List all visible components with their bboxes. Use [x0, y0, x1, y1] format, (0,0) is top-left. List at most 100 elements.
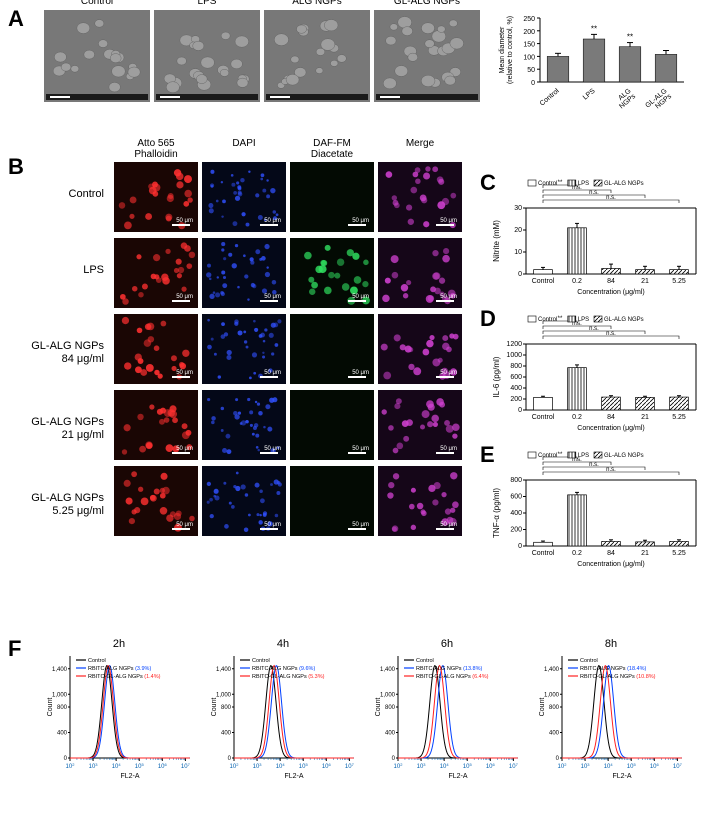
- svg-text:400: 400: [221, 731, 232, 737]
- b-col-label: DAPI: [202, 138, 286, 149]
- svg-text:21: 21: [641, 550, 649, 557]
- sem-image: GL-ALG NGPs: [374, 10, 480, 102]
- fluorescence-image: 50 μm: [202, 238, 286, 308]
- panel-label-b: B: [8, 154, 24, 180]
- flow-cytometry-plot: 2h04008001,0001,400102103104105106107FL2…: [44, 640, 194, 780]
- fluorescence-image: 50 μm: [290, 238, 374, 308]
- svg-text:50 μm: 50 μm: [440, 446, 457, 452]
- svg-text:RBITC-GL-ALG NGPs (6.4%): RBITC-GL-ALG NGPs (6.4%): [416, 674, 489, 680]
- svg-text:n.s.: n.s.: [589, 326, 599, 332]
- svg-text:1,000: 1,000: [380, 692, 396, 698]
- fluorescence-image: 50 μm: [290, 390, 374, 460]
- svg-text:**: **: [558, 180, 563, 186]
- flow-cytometry-plot: 4h04008001,0001,400102103104105106107FL2…: [208, 640, 358, 780]
- svg-text:50 μm: 50 μm: [176, 218, 193, 224]
- svg-text:Control: Control: [538, 317, 557, 323]
- svg-text:5.25: 5.25: [672, 278, 686, 285]
- f-plot-title: 4h: [277, 638, 289, 650]
- svg-text:Control: Control: [416, 658, 434, 664]
- f-plot-title: 8h: [605, 638, 617, 650]
- panel-e-barchart: 0200400600800TNF-α (pg/ml)Control0.28421…: [490, 450, 700, 568]
- svg-text:50 μm: 50 μm: [176, 294, 193, 300]
- svg-text:GL-ALG NGPs: GL-ALG NGPs: [604, 181, 644, 187]
- svg-text:50 μm: 50 μm: [264, 370, 281, 376]
- panel-label-a: A: [8, 6, 24, 32]
- svg-text:Control: Control: [538, 453, 557, 459]
- svg-text:50 μm: 50 μm: [352, 522, 369, 528]
- svg-text:106: 106: [486, 762, 496, 771]
- svg-text:Concentration (μg/ml): Concentration (μg/ml): [577, 289, 644, 296]
- fluorescence-image: 50 μm: [378, 466, 462, 536]
- svg-text:0.2: 0.2: [572, 278, 582, 285]
- svg-text:800: 800: [510, 477, 522, 484]
- svg-text:102: 102: [230, 762, 240, 771]
- sem-image: ALG NGPs: [264, 10, 370, 102]
- svg-text:RBITC-GL-ALG NGPs (5.3%): RBITC-GL-ALG NGPs (5.3%): [252, 674, 325, 680]
- svg-text:1200: 1200: [506, 341, 522, 348]
- svg-text:50 μm: 50 μm: [440, 522, 457, 528]
- sem-image-label: Control: [44, 0, 150, 7]
- svg-text:Concentration (μg/ml): Concentration (μg/ml): [577, 561, 644, 568]
- svg-text:1,400: 1,400: [380, 667, 396, 673]
- svg-text:105: 105: [463, 762, 473, 771]
- svg-text:50 μm: 50 μm: [264, 294, 281, 300]
- svg-text:150: 150: [523, 42, 535, 49]
- svg-text:0: 0: [518, 543, 522, 550]
- svg-text:400: 400: [385, 731, 396, 737]
- svg-text:106: 106: [650, 762, 660, 771]
- fluorescence-image: 50 μm: [202, 162, 286, 232]
- svg-text:50 μm: 50 μm: [352, 446, 369, 452]
- svg-text:107: 107: [181, 762, 191, 771]
- svg-text:FL2-A: FL2-A: [612, 773, 631, 780]
- svg-text:800: 800: [221, 705, 232, 711]
- svg-text:Count: Count: [211, 698, 218, 717]
- svg-text:84: 84: [607, 550, 615, 557]
- svg-text:**: **: [558, 452, 563, 458]
- fluorescence-image: 50 μm: [378, 314, 462, 384]
- svg-text:Nitrite (mM): Nitrite (mM): [492, 220, 501, 262]
- svg-text:103: 103: [89, 762, 99, 771]
- svg-text:FL2-A: FL2-A: [284, 773, 303, 780]
- fluorescence-image: 50 μm: [202, 466, 286, 536]
- svg-text:0: 0: [228, 756, 232, 762]
- fluorescence-image: 50 μm: [114, 466, 198, 536]
- svg-text:5.25: 5.25: [672, 414, 686, 421]
- f-plot-title: 2h: [113, 638, 125, 650]
- fluorescence-image: 50 μm: [202, 390, 286, 460]
- svg-text:Concentration (μg/ml): Concentration (μg/ml): [577, 425, 644, 432]
- svg-text:Control: Control: [88, 658, 106, 664]
- svg-text:600: 600: [510, 374, 522, 381]
- svg-text:0: 0: [518, 407, 522, 414]
- svg-text:GL-ALGNGPs: GL-ALGNGPs: [644, 87, 673, 115]
- svg-text:Control: Control: [538, 181, 557, 187]
- svg-text:Control: Control: [532, 414, 555, 421]
- svg-text:0: 0: [518, 271, 522, 278]
- panel-c-barchart: 0102030Nitrite (mM)Control0.284215.25Con…: [490, 178, 700, 296]
- svg-text:RBITC-GL-ALG NGPs (10.8%): RBITC-GL-ALG NGPs (10.8%): [580, 674, 656, 680]
- fluorescence-image: 50 μm: [290, 314, 374, 384]
- svg-text:104: 104: [440, 762, 450, 771]
- svg-text:**: **: [591, 24, 597, 33]
- fluorescence-image: 50 μm: [202, 314, 286, 384]
- svg-text:50 μm: 50 μm: [176, 446, 193, 452]
- svg-text:Count: Count: [47, 698, 54, 717]
- svg-text:0: 0: [64, 756, 68, 762]
- svg-text:84: 84: [607, 414, 615, 421]
- svg-text:800: 800: [510, 363, 522, 370]
- b-row-label: Control: [4, 188, 104, 201]
- svg-text:1,000: 1,000: [544, 692, 560, 698]
- svg-text:1,400: 1,400: [544, 667, 560, 673]
- fluorescence-image: 50 μm: [114, 314, 198, 384]
- svg-text:102: 102: [558, 762, 568, 771]
- svg-text:800: 800: [57, 705, 68, 711]
- svg-text:1,400: 1,400: [216, 667, 232, 673]
- svg-text:50 μm: 50 μm: [264, 522, 281, 528]
- svg-text:IL-6 (pg/ml): IL-6 (pg/ml): [492, 356, 501, 397]
- svg-text:600: 600: [510, 494, 522, 501]
- svg-text:400: 400: [510, 510, 522, 517]
- b-col-label: Merge: [378, 138, 462, 149]
- svg-text:200: 200: [510, 527, 522, 534]
- b-row-label: GL-ALG NGPs5.25 μg/ml: [4, 492, 104, 518]
- b-row-label: LPS: [4, 264, 104, 277]
- fluorescence-image: 50 μm: [378, 238, 462, 308]
